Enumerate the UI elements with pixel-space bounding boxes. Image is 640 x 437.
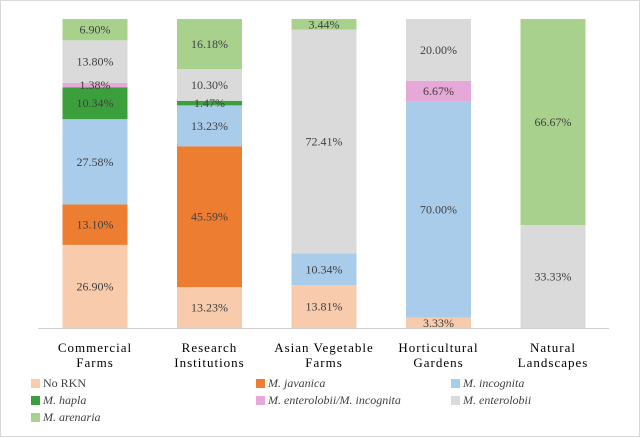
legend-label: M. javanica: [267, 376, 325, 390]
data-label: 10.34%: [77, 96, 114, 110]
data-label: 26.90%: [77, 279, 114, 293]
bar-segment: [177, 19, 242, 69]
category-label: Natural: [530, 340, 576, 355]
bar-segment: [291, 253, 357, 286]
data-label: 13.23%: [191, 119, 228, 133]
category-label: Horticultural: [398, 340, 478, 355]
legend-label: M. arenaria: [42, 410, 101, 424]
data-label: 3.33%: [423, 316, 454, 330]
data-label: 13.80%: [77, 55, 114, 69]
legend-swatch: [256, 396, 265, 405]
legend-item: M. javanica: [256, 376, 325, 390]
bar-segment: [520, 225, 586, 328]
category-label: Farms: [76, 355, 114, 370]
category-label: Farms: [305, 355, 343, 370]
data-label: 72.41%: [306, 135, 343, 149]
bar-segment: [406, 101, 471, 318]
legend-item: No RKN: [31, 376, 86, 390]
data-label: 20.00%: [420, 43, 457, 57]
bar-segment: [520, 19, 586, 226]
data-label: 6.90%: [80, 23, 111, 37]
legend-item: M. incognita: [451, 376, 524, 390]
data-label: 70.00%: [420, 203, 457, 217]
bar-segment: [62, 82, 128, 88]
legend-label: M. enterolobii/M. incognita: [267, 393, 401, 407]
bar-segment: [177, 287, 242, 328]
bar-segment: [177, 68, 242, 101]
legend-swatch: [451, 396, 460, 405]
data-label: 10.30%: [191, 78, 228, 92]
bar-segment: [406, 19, 471, 81]
bar-segment: [291, 285, 357, 328]
data-label: 13.10%: [77, 218, 114, 232]
bar-segment: [177, 105, 242, 147]
legend-item: M. arenaria: [31, 410, 101, 424]
legend-item: M. hapla: [31, 393, 86, 407]
category-label: Institutions: [174, 355, 245, 370]
data-label: 33.33%: [535, 270, 572, 284]
bar-segment: [406, 80, 471, 102]
bar-segment: [62, 244, 128, 328]
bar-segment: [62, 19, 128, 41]
bar-segment: [177, 146, 242, 288]
bar-segment: [62, 204, 128, 245]
legend-item: M. enterolobii: [451, 393, 531, 407]
data-label: 6.67%: [423, 84, 454, 98]
legend-swatch: [31, 413, 40, 422]
category-label: Asian Vegetable: [274, 340, 374, 355]
bar-segment: [62, 119, 128, 205]
bar-segment: [62, 40, 128, 83]
category-label: Research: [182, 340, 238, 355]
data-label: 27.58%: [77, 155, 114, 169]
data-label: 45.59%: [191, 210, 228, 224]
bar-segment: [291, 29, 357, 254]
category-label: Gardens: [413, 355, 463, 370]
legend-label: M. hapla: [42, 393, 86, 407]
legend-swatch: [31, 379, 40, 388]
data-label: 1.38%: [80, 78, 111, 92]
category-label: Commercial: [58, 340, 132, 355]
data-label: 66.67%: [535, 115, 572, 129]
data-label: 3.44%: [309, 17, 340, 31]
data-label: 16.18%: [191, 37, 228, 51]
bar-segment: [62, 87, 128, 120]
legend-item: M. enterolobii/M. incognita: [256, 393, 401, 407]
bar-segment: [406, 317, 471, 328]
data-label: 10.34%: [306, 262, 343, 276]
bar-segment: [291, 19, 357, 30]
data-label: 13.23%: [191, 301, 228, 315]
legend-label: M. enterolobii: [462, 393, 531, 407]
legend-swatch: [31, 396, 40, 405]
legend-label: No RKN: [43, 376, 86, 390]
category-label: Landscapes: [518, 355, 589, 370]
data-label: 1.47%: [194, 96, 225, 110]
bar-segment: [177, 100, 242, 106]
legend-label: M. incognita: [462, 376, 524, 390]
legend-swatch: [256, 379, 265, 388]
legend-swatch: [451, 379, 460, 388]
data-label: 13.81%: [306, 300, 343, 314]
